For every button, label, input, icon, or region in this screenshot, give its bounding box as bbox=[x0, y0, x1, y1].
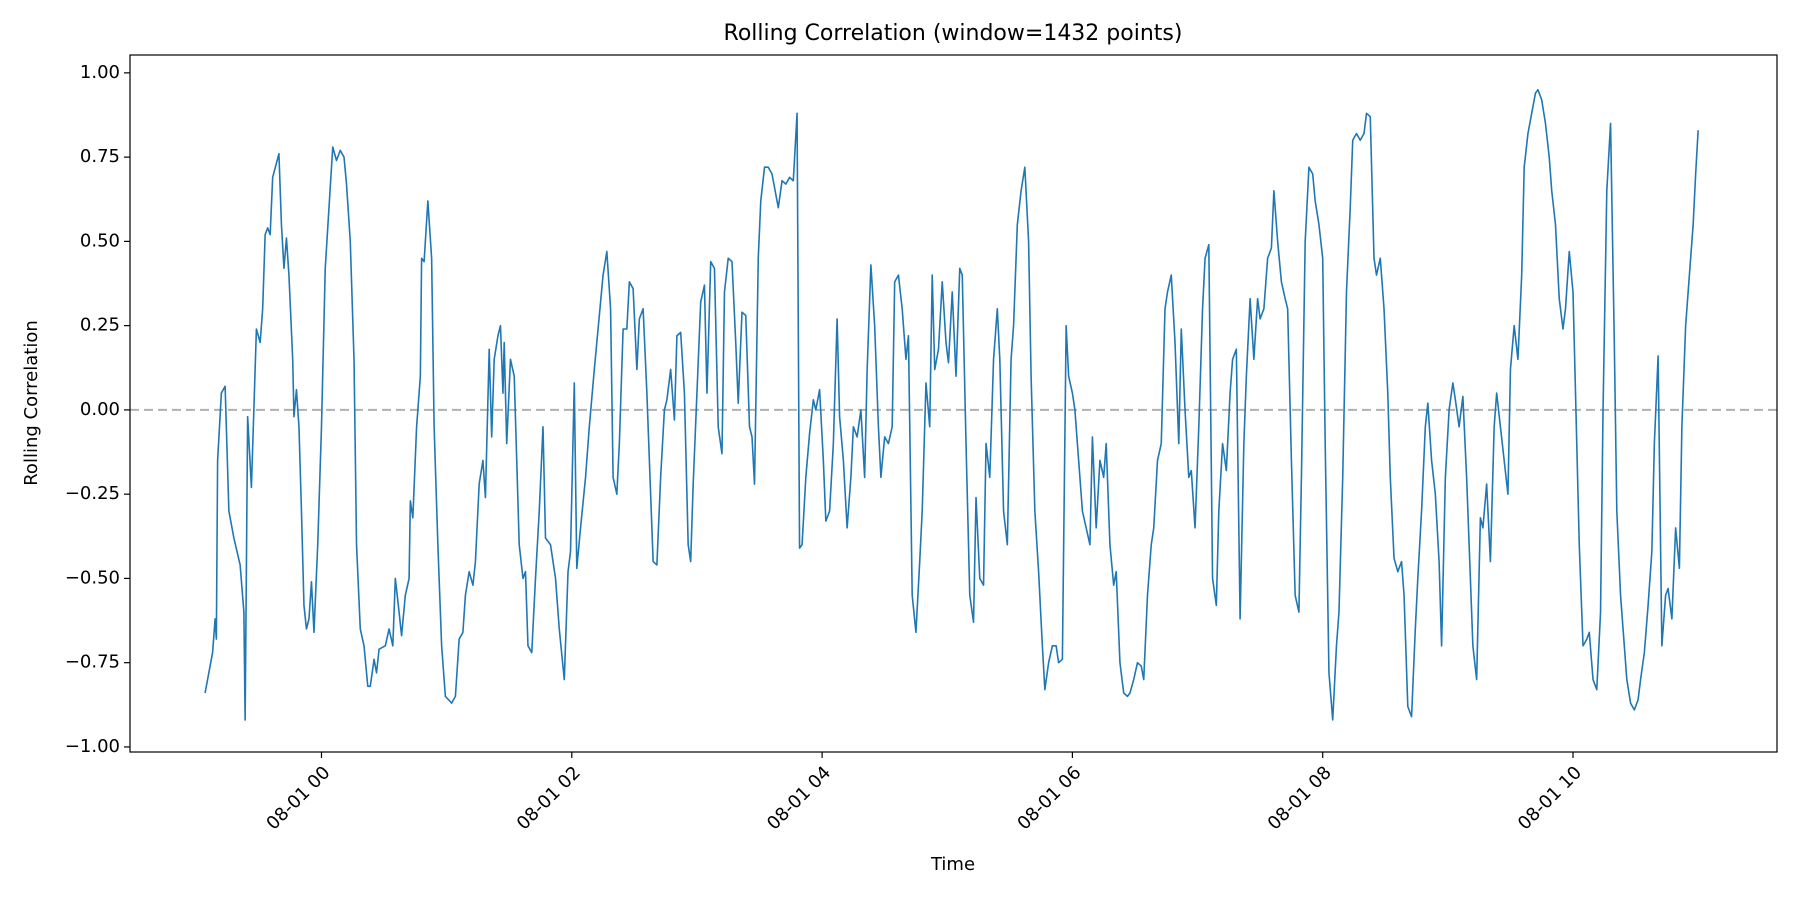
y-tick-label: 0.50 bbox=[80, 230, 120, 251]
y-tick-label: 1.00 bbox=[80, 62, 120, 83]
y-tick-label: 0.25 bbox=[80, 315, 120, 336]
data-line bbox=[204, 88, 1699, 721]
x-tick-label: 08-01 08 bbox=[1264, 762, 1336, 834]
y-tick-label: −0.75 bbox=[65, 652, 120, 673]
x-axis-label: Time bbox=[930, 854, 975, 875]
y-tick-label: 0.00 bbox=[80, 399, 120, 420]
x-tick-label: 08-01 04 bbox=[763, 762, 835, 834]
x-tick-label: 08-01 10 bbox=[1514, 762, 1586, 834]
x-tick-label: 08-01 06 bbox=[1013, 762, 1085, 834]
chart-title: Rolling Correlation (window=1432 points) bbox=[724, 21, 1183, 46]
x-tick-label: 08-01 00 bbox=[262, 762, 334, 834]
x-tick-label: 08-01 02 bbox=[513, 762, 585, 834]
y-tick-label: 0.75 bbox=[80, 146, 120, 167]
y-tick-label: −1.00 bbox=[65, 736, 120, 757]
y-axis-label: Rolling Correlation bbox=[21, 320, 42, 486]
y-tick-label: −0.50 bbox=[65, 567, 120, 588]
plot-frame bbox=[129, 54, 1778, 753]
y-tick-label: −0.25 bbox=[65, 483, 120, 504]
